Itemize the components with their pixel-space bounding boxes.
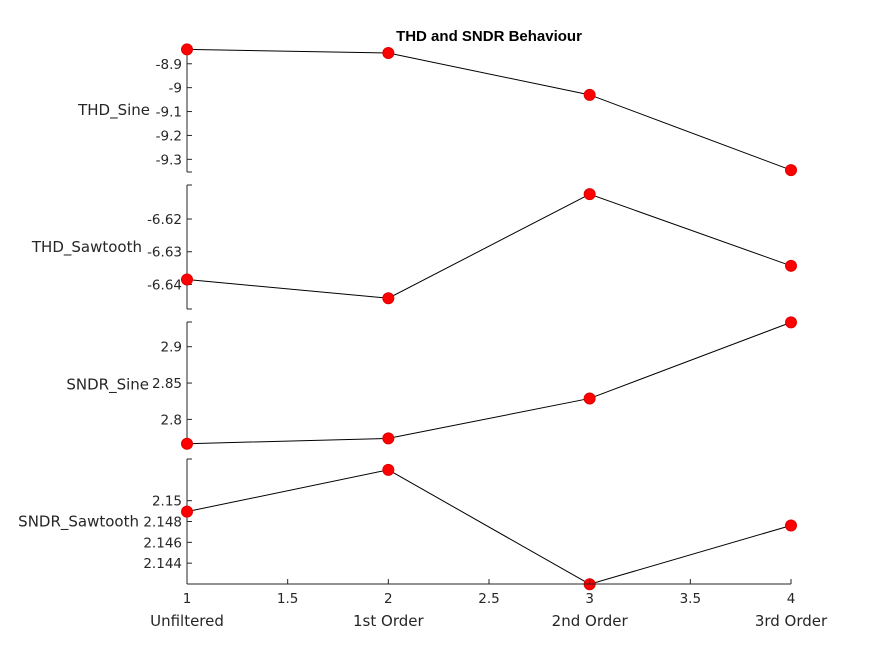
data-point	[382, 463, 395, 476]
y-tick-label: -8.9	[156, 57, 182, 73]
y-tick-label: -9.1	[156, 105, 182, 121]
y-tick-label: 2.85	[152, 376, 182, 392]
data-point	[583, 392, 596, 405]
x-axis: 1 1.5 2 2.5 3 3.5 4 Unfiltered 1st Order 2nd Orde…	[150, 579, 828, 630]
x-tick-label: 3.5	[680, 591, 701, 607]
chart-panels: -8.9-9-9.1-9.2-9.3THD_Sine-6.62-6.63-6.6…	[18, 43, 797, 591]
panel-sndr-sawtooth: 2.15 2.148 2.146 2.144 SNDR_Sawtooth	[18, 458, 797, 591]
y-tick-label: 2.148	[143, 515, 182, 531]
x-tick-label: 2	[384, 591, 393, 607]
y-tick-label: -6.64	[147, 277, 182, 293]
x-tick-label: 4	[787, 591, 796, 607]
series-line	[186, 321, 792, 445]
x-tick-label: 1.5	[277, 591, 298, 607]
data-point	[382, 292, 395, 305]
y-axis-label: SNDR_Sine	[66, 376, 149, 395]
data-point	[583, 88, 596, 101]
y-tick-label: 2.144	[143, 556, 182, 572]
data-point	[583, 188, 596, 201]
chart-title: THD and SNDR Behaviour	[396, 28, 582, 45]
y-tick-label: -6.63	[147, 245, 182, 261]
y-tick-label: 2.9	[161, 340, 182, 356]
y-axis-label: THD_Sine	[77, 101, 150, 120]
y-axis-label: SNDR_Sawtooth	[18, 513, 139, 532]
x-category-label: 3rd Order	[755, 612, 828, 630]
data-point	[181, 437, 193, 450]
series-line	[186, 48, 792, 171]
series-line	[186, 193, 792, 299]
data-point	[382, 432, 395, 445]
panel-thd-sawtooth: -6.62 -6.63 -6.64 THD_Sawtooth	[31, 184, 797, 310]
data-point	[785, 316, 797, 329]
data-point	[785, 259, 797, 272]
data-point	[181, 505, 193, 518]
x-tick-label: 2.5	[478, 591, 499, 607]
data-point	[181, 43, 193, 56]
data-point	[181, 273, 193, 286]
data-point	[785, 164, 797, 177]
data-point	[382, 47, 395, 60]
y-tick-label: -9.3	[156, 152, 182, 168]
panel-sndr-sine: 2.9 2.85 2.8 SNDR_Sine	[66, 316, 797, 450]
x-category-label: 2nd Order	[552, 612, 629, 630]
series-line	[186, 469, 792, 585]
y-tick-label: 2.8	[161, 412, 182, 428]
x-category-label: Unfiltered	[150, 612, 224, 630]
y-tick-label: 2.15	[152, 494, 182, 510]
x-category-label: 1st Order	[353, 612, 424, 630]
y-tick-label: -9.2	[156, 128, 182, 144]
data-point	[785, 519, 797, 532]
y-axis-label: THD_Sawtooth	[31, 238, 142, 257]
y-tick-label: 2.146	[143, 535, 182, 551]
panel-thd-sine: -8.9 -9 -9.1 -9.2 -9.3 THD_Sine	[77, 43, 797, 177]
x-tick-label: 1	[183, 591, 192, 607]
x-tick-label: 3	[585, 591, 594, 607]
y-tick-label: -6.62	[147, 212, 182, 228]
y-tick-label: -9	[169, 81, 182, 97]
